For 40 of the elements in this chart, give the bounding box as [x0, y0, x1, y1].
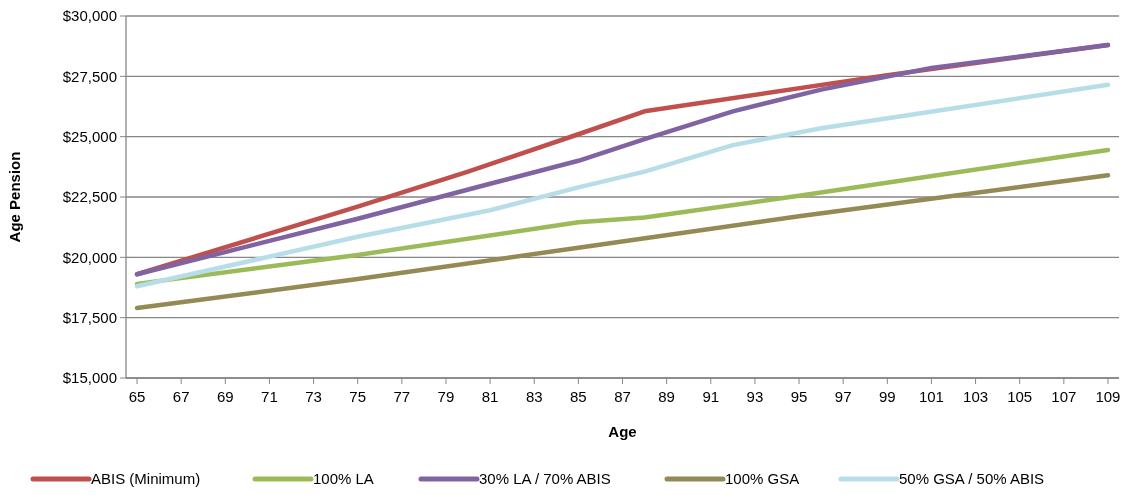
legend-label: 100% LA — [313, 470, 374, 488]
x-axis-title: Age — [608, 423, 637, 440]
y-tick-label: $27,500 — [62, 67, 117, 85]
x-tick-label: 103 — [963, 388, 989, 405]
y-tick-label: $22,500 — [62, 188, 117, 206]
x-tick-label: 91 — [702, 388, 720, 405]
x-tick-label: 71 — [261, 388, 278, 405]
x-tick-label: 83 — [525, 388, 543, 405]
x-tick-label: 75 — [349, 388, 367, 405]
line-series — [134, 82, 1111, 289]
x-tick-label: 73 — [305, 388, 322, 405]
x-tick-label: 107 — [1051, 388, 1077, 405]
x-tick-label: 109 — [1095, 388, 1121, 405]
y-tick-label: $25,000 — [62, 127, 117, 145]
x-tick-label: 79 — [437, 388, 455, 405]
x-tick-label: 87 — [614, 388, 631, 405]
legend-label: 30% LA / 70% ABIS — [479, 470, 611, 488]
x-tick-label: 105 — [1007, 388, 1033, 405]
x-tick-label: 95 — [790, 388, 808, 405]
y-tick-label: $20,000 — [62, 248, 117, 266]
x-tick-label: 93 — [746, 388, 764, 405]
x-tick-label: 89 — [658, 388, 675, 405]
x-tick-label: 67 — [172, 388, 190, 405]
legend-label: 100% GSA — [725, 470, 800, 488]
x-tick-label: 77 — [393, 388, 411, 405]
y-tick-label: $15,000 — [62, 369, 117, 387]
x-tick-label: 65 — [128, 388, 146, 405]
x-tick-label: 97 — [834, 388, 852, 405]
x-tick-label: 99 — [878, 388, 896, 405]
y-axis-title: Age Pension — [6, 151, 23, 243]
x-tick-label: 85 — [570, 388, 587, 405]
x-tick-label: 101 — [918, 388, 944, 405]
x-tick-label: 69 — [216, 388, 234, 405]
x-tick-label: 81 — [481, 388, 499, 405]
line-series — [134, 173, 1111, 311]
y-tick-label: $17,500 — [62, 308, 117, 326]
legend-label: 50% GSA / 50% ABIS — [899, 470, 1045, 488]
y-tick-label: $30,000 — [62, 7, 117, 25]
legend-label: ABIS (Minimum) — [91, 470, 201, 488]
line-series — [134, 147, 1111, 287]
